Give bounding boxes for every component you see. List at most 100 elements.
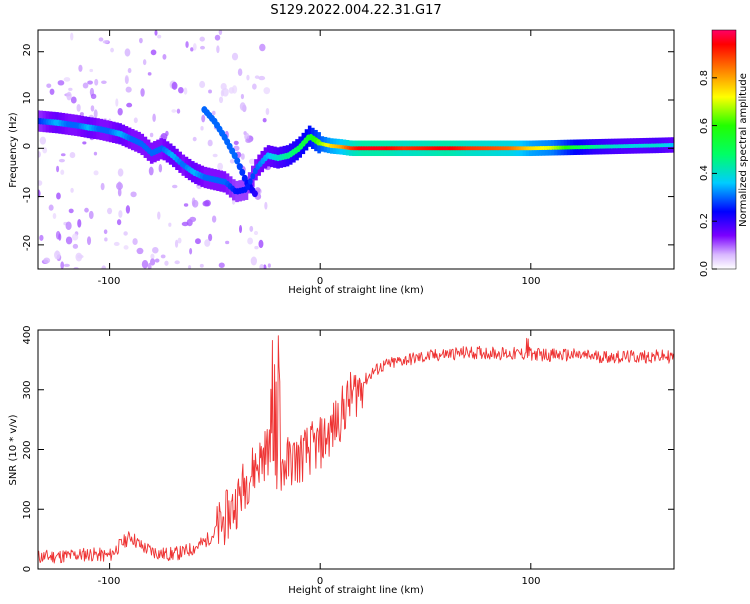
spectrogram-noise-blob <box>107 207 113 215</box>
spectrogram-noise-blob <box>240 93 245 100</box>
spectrogram-noise-blob <box>117 168 124 177</box>
spectrogram-noise-blob <box>66 91 72 101</box>
spectrogram-secondary-cell <box>251 190 258 198</box>
snr-background <box>38 330 674 569</box>
spectrogram-noise-blob <box>194 238 201 245</box>
spectrogram-noise-blob <box>93 109 98 119</box>
snr-x-tick-label: 0 <box>317 576 323 587</box>
spectrogram-noise-blob <box>123 245 129 250</box>
spectrogram-ridge-cell <box>252 167 258 175</box>
snr-x-tick-label: -100 <box>98 576 121 587</box>
spectrogram-noise-blob <box>127 68 132 74</box>
spectrogram-noise-blob <box>218 30 223 35</box>
spectrogram-noise-blob <box>253 230 259 236</box>
spectrogram-noise-blob <box>192 43 197 51</box>
spectrogram-x-axis-label: Height of straight line (km) <box>288 285 424 296</box>
spectrogram-noise-blob <box>147 262 152 269</box>
spectrogram-noise-blob <box>229 158 235 164</box>
spectrogram-noise-blob <box>82 82 89 89</box>
spectrogram-noise-blob <box>200 45 205 50</box>
spectrogram-noise-blob <box>116 182 123 191</box>
snr-x-axis-label: Height of straight line (km) <box>288 585 424 596</box>
spectrogram-noise-blob <box>148 166 154 176</box>
spectrogram-noise-blob <box>72 243 79 249</box>
spectrogram-frame <box>37 29 675 270</box>
spectrogram-noise-blob <box>218 96 224 104</box>
spectrogram-noise-blob <box>87 80 93 85</box>
spectrogram-noise-blob <box>228 87 235 94</box>
spectrogram-noise-blob <box>84 207 89 213</box>
spectrogram-noise-blob <box>263 87 271 95</box>
spectrogram-noise-blob <box>181 221 189 227</box>
snr-panel: -100 0 100 0 100 200 300 400 Height of s… <box>8 325 675 596</box>
spectrogram-noise-blob <box>192 199 199 208</box>
spectrogram-noise-blob <box>199 36 205 42</box>
spectrogram-noise-blob <box>68 208 74 214</box>
spectrogram-secondary-cell <box>239 168 246 176</box>
spectrogram-ridge-cell <box>250 173 256 180</box>
spectrogram-noise-blob <box>125 205 131 214</box>
spectrogram-noise-blob <box>250 256 258 266</box>
spectrogram-noise-blob <box>168 222 172 227</box>
spectrogram-noise-blob <box>93 170 99 176</box>
spectrogram-noise-blob <box>65 221 72 231</box>
snr-series-line <box>38 335 674 564</box>
spectrogram-y-tick-label: -20 <box>22 235 33 251</box>
spectrogram-noise-blob <box>200 125 204 131</box>
spectrogram-noise-blob <box>93 151 98 156</box>
spectrogram-noise-blob <box>218 262 225 268</box>
spectrogram-noise-blob <box>174 260 180 265</box>
spectrogram-noise-blob <box>39 234 44 241</box>
snr-y-tick-label: 200 <box>22 440 33 459</box>
spectrogram-noise-blob <box>190 47 194 52</box>
spectrogram-ticks <box>38 30 674 269</box>
spectrogram-noise-blob <box>100 182 105 191</box>
spectrogram-noise-blob <box>212 110 216 116</box>
spectrogram-noise-blob <box>199 263 204 268</box>
spectrogram-noise-blob <box>239 225 243 234</box>
spectrogram-noise-blob <box>77 254 84 259</box>
spectrogram-noise-blob <box>154 258 160 263</box>
spectrogram-noise-blob <box>247 237 254 245</box>
spectrogram-y-tick-label: 20 <box>22 44 33 57</box>
figure-title: S129.2022.004.22.31.G17 <box>270 3 441 18</box>
spectrogram-noise-blob <box>82 141 87 145</box>
snr-y-tick-label: 400 <box>22 325 33 344</box>
spectrogram-noise-blob <box>254 75 260 79</box>
spectrogram-y-tick-label: 0 <box>22 143 33 149</box>
spectrogram-noise-blob <box>233 140 239 145</box>
spectrogram-noise-blob <box>71 233 79 241</box>
spectrogram-noise-blob <box>214 34 221 41</box>
spectrogram-noise-blob <box>216 45 220 54</box>
spectrogram-noise-blob <box>211 215 217 223</box>
spectrogram-noise-blob <box>152 113 156 123</box>
spectrogram-noise-blob <box>239 102 246 111</box>
spectrogram-noise-blob <box>171 109 177 113</box>
spectrogram-noise-blob <box>264 201 268 210</box>
spectrogram-noise-blob <box>199 80 206 89</box>
spectrogram-noise-blob <box>258 239 264 249</box>
spectrogram-noise-blob <box>68 87 73 91</box>
spectrogram-noise-blob <box>133 117 138 124</box>
snr-y-tick-label: 100 <box>22 500 33 519</box>
spectrogram-ridge-cell <box>245 183 251 190</box>
spectrogram-noise-blob <box>56 165 60 173</box>
spectrogram-noise-blob <box>63 263 70 267</box>
spectrogram-noise-blob <box>152 246 159 254</box>
spectrogram-noise-blob <box>231 52 239 61</box>
spectrogram-noise-blob <box>189 247 193 255</box>
spectrogram-noise-blob <box>139 37 143 44</box>
spectrogram-noise-blob <box>78 64 83 72</box>
spectrogram-noise-blob <box>79 112 84 116</box>
spectrogram-noise-blob <box>171 184 178 189</box>
colorbar: 0.0 0.2 0.4 0.6 0.8 Normalized spectral … <box>699 29 749 277</box>
spectrogram-noise-blob <box>262 117 267 123</box>
spectrogram-noise-blob <box>104 237 108 242</box>
spectrogram-noise-blob <box>160 254 166 259</box>
spectrogram-noise-blob <box>38 180 43 186</box>
spectrogram-noise-blob <box>237 68 243 77</box>
spectrogram-noise-blob <box>90 105 95 112</box>
spectrogram-noise-blob <box>232 199 236 205</box>
spectrogram-noise-blob <box>43 257 51 264</box>
spectrogram-noise-blob <box>98 37 104 42</box>
